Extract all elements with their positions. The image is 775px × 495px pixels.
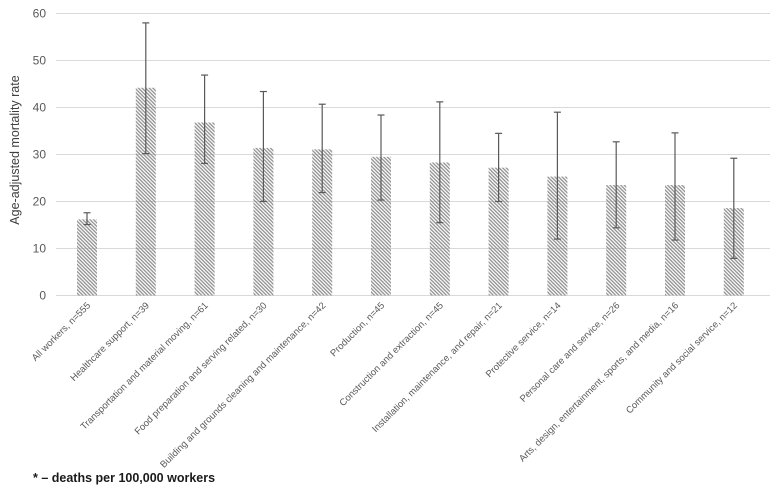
error-bar xyxy=(612,141,620,229)
bar xyxy=(488,167,509,296)
error-bar xyxy=(553,111,561,240)
chart-footnote: * – deaths per 100,000 workers xyxy=(33,471,216,485)
y-tick-label: 0 xyxy=(39,289,46,303)
bar xyxy=(606,185,627,296)
x-category-label: Food preparation and serving related, n=… xyxy=(133,300,270,437)
error-bar xyxy=(318,103,326,194)
y-tick-label: 50 xyxy=(33,54,47,68)
error-bar xyxy=(142,22,150,155)
bar xyxy=(194,122,215,296)
error-bar xyxy=(671,132,679,241)
y-axis-title: Age-adjusted mortality rate xyxy=(8,75,22,225)
bar xyxy=(253,147,274,296)
bar xyxy=(371,156,391,296)
x-category-label: All workers, n=555 xyxy=(30,300,93,363)
x-category-label: Transportation and material moving, n=61 xyxy=(79,300,211,432)
bar xyxy=(312,149,333,296)
bar xyxy=(77,219,97,296)
error-bar xyxy=(436,101,444,224)
bar xyxy=(135,87,156,296)
y-tick-label: 30 xyxy=(33,148,47,162)
error-bar xyxy=(377,114,385,201)
error-bar xyxy=(259,90,267,203)
x-category-label: Installation, maintenance, and repair, n… xyxy=(370,300,505,435)
x-category-label: Construction and extraction, n=45 xyxy=(338,300,446,408)
error-bar xyxy=(83,212,91,226)
error-bar xyxy=(201,74,209,165)
x-category-label: Community and social service, n=12 xyxy=(624,300,740,416)
y-tick-label: 40 xyxy=(33,101,47,115)
y-tick-label: 10 xyxy=(33,242,47,256)
x-category-label: Production, n=45 xyxy=(328,300,387,359)
y-tick-label: 20 xyxy=(33,195,47,209)
bar xyxy=(429,162,450,296)
x-category-label: Personal care and service, n=26 xyxy=(518,300,622,404)
error-bar xyxy=(495,132,503,203)
y-tick-label: 60 xyxy=(33,7,47,21)
error-bar xyxy=(730,157,738,259)
